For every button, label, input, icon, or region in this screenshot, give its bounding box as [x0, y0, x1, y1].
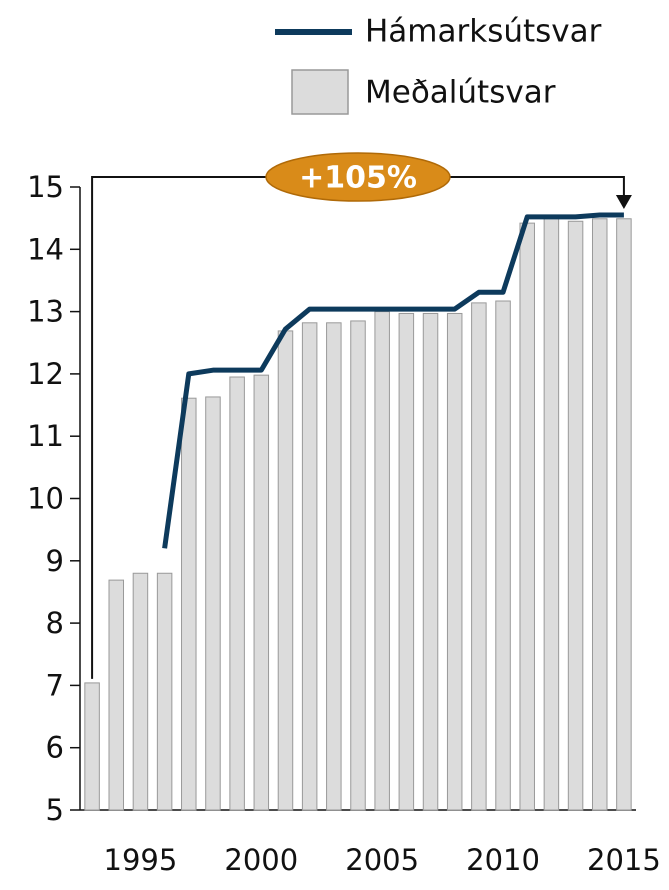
x-tick-label: 2005: [345, 843, 419, 877]
y-tick-label: 12: [27, 357, 64, 391]
annotation-arrowhead: [615, 195, 632, 209]
bar: [181, 397, 197, 811]
bar: [471, 302, 487, 811]
y-tick-label: 11: [27, 419, 64, 453]
x-tick-label: 1995: [104, 843, 178, 877]
x-tick-label: 2010: [466, 843, 540, 877]
bar: [374, 311, 390, 811]
bar: [156, 572, 173, 811]
bar: [132, 572, 149, 811]
y-tick-label: 7: [46, 668, 64, 702]
bar: [205, 396, 221, 811]
bar: [350, 320, 366, 811]
bar: [301, 322, 318, 811]
y-tick-label: 8: [46, 606, 64, 640]
bar: [277, 330, 294, 811]
bar: [495, 300, 511, 811]
bar: [591, 218, 608, 811]
y-tick-label: 13: [27, 295, 64, 329]
legend-label: Meðalútsvar: [365, 75, 556, 111]
legend-bar-swatch: [291, 69, 349, 115]
bar: [446, 312, 463, 811]
bar: [229, 376, 245, 811]
annotation-label: +105%: [299, 161, 417, 196]
x-tick-label: 2000: [224, 843, 298, 877]
bar: [543, 217, 560, 811]
bar: [519, 222, 535, 811]
bar: [253, 374, 270, 811]
bar: [422, 312, 439, 811]
legend-label: Hámarksútsvar: [365, 14, 602, 50]
line: [162, 212, 624, 549]
y-tick-label: 10: [27, 482, 64, 516]
y-tick-label: 6: [46, 731, 64, 765]
bar: [108, 579, 125, 811]
bar: [398, 312, 415, 811]
annotation-badge: [265, 152, 451, 202]
y-tick-label: 5: [46, 793, 64, 827]
bar: [567, 220, 584, 811]
y-tick-label: 14: [27, 232, 64, 266]
y-tick-label: 9: [46, 544, 64, 578]
bar: [84, 682, 100, 811]
bar: [326, 322, 342, 811]
bar: [616, 218, 632, 811]
x-tick-label: 2015: [587, 843, 661, 877]
y-tick-label: 15: [27, 170, 64, 204]
